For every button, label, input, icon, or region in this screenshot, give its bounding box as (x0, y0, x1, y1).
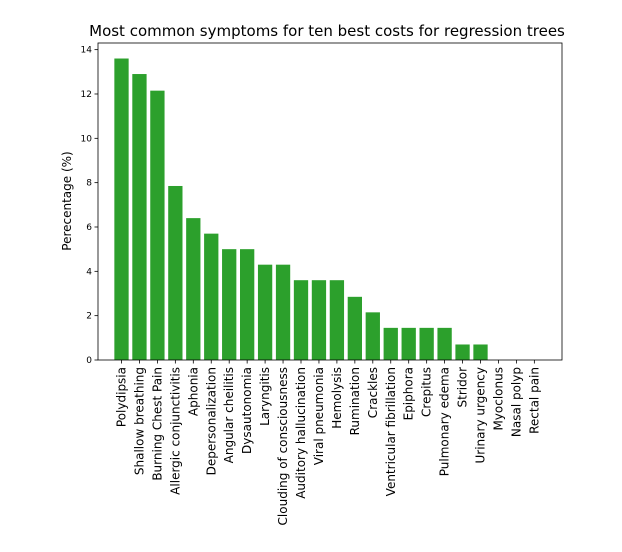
x-tick-label: Laryngitis (258, 367, 272, 426)
chart-title: Most common symptoms for ten best costs … (89, 22, 565, 40)
y-tick-label: 10 (81, 134, 93, 144)
x-tick-label: Epiphora (402, 367, 416, 420)
bar (455, 344, 470, 360)
y-tick-label: 2 (86, 312, 92, 322)
bar (437, 327, 452, 360)
x-tick-label: Angular cheilitis (222, 367, 236, 463)
x-tick-label: Ventricular fibrillation (384, 367, 398, 496)
x-tick-label: Hemolysis (330, 367, 344, 429)
x-tick-label: Stridor (456, 367, 470, 408)
bar (311, 280, 327, 360)
bar (222, 249, 237, 360)
x-tick-label: Burning Chest Pain (150, 367, 164, 481)
bars (114, 58, 488, 361)
bar (401, 327, 416, 360)
y-tick-label: 14 (81, 46, 93, 56)
y-tick-label: 12 (81, 90, 92, 100)
x-tick-label: Crackles (366, 367, 380, 418)
x-tick-label: Auditory hallucination (294, 367, 308, 499)
bar (186, 218, 201, 360)
bar (419, 327, 434, 360)
x-tick-label: Viral pneumonia (312, 367, 326, 465)
y-tick-label: 0 (86, 356, 92, 366)
y-axis-ticks: 0 2 4 6 8 10 12 14 (81, 46, 98, 366)
bar (168, 185, 183, 360)
bar (257, 264, 273, 360)
bar (114, 58, 129, 360)
y-axis-label: Perecentage (%) (60, 151, 74, 250)
bar (150, 90, 165, 361)
bar (204, 233, 219, 360)
bar (365, 312, 380, 360)
bar (293, 280, 309, 360)
bar (132, 74, 147, 360)
bar (473, 344, 488, 360)
bar (329, 280, 345, 360)
x-tick-label: Depersonalization (204, 367, 218, 475)
x-tick-label: Crepitus (420, 367, 434, 417)
x-tick-label: Rectal pain (527, 367, 541, 434)
bar (240, 249, 255, 360)
x-tick-label: Aphonia (186, 367, 200, 416)
y-tick-label: 4 (86, 267, 92, 277)
x-tick-label: Pulmonary edema (438, 367, 452, 476)
plot-frame (97, 42, 563, 361)
x-tick-label: Dysautonomia (240, 367, 254, 454)
bar (275, 264, 291, 360)
x-tick-label: Polydipsia (115, 367, 129, 427)
bar (347, 296, 362, 360)
x-axis-ticks: Polydipsia Shallow breathing Burning Chest… (115, 360, 541, 525)
x-tick-label: Clouding of consciousness (276, 367, 290, 525)
bar (383, 327, 398, 360)
x-tick-label: Urinary urgency (474, 367, 488, 464)
x-tick-label: Rumination (348, 367, 362, 435)
x-tick-label: Myoclonus (491, 367, 505, 431)
x-tick-label: Nasal polyp (509, 367, 523, 437)
y-tick-label: 8 (86, 179, 92, 189)
x-tick-label: Allergic conjunctivitis (168, 367, 182, 495)
x-tick-label: Shallow breathing (132, 367, 146, 475)
y-tick-label: 6 (86, 223, 92, 233)
